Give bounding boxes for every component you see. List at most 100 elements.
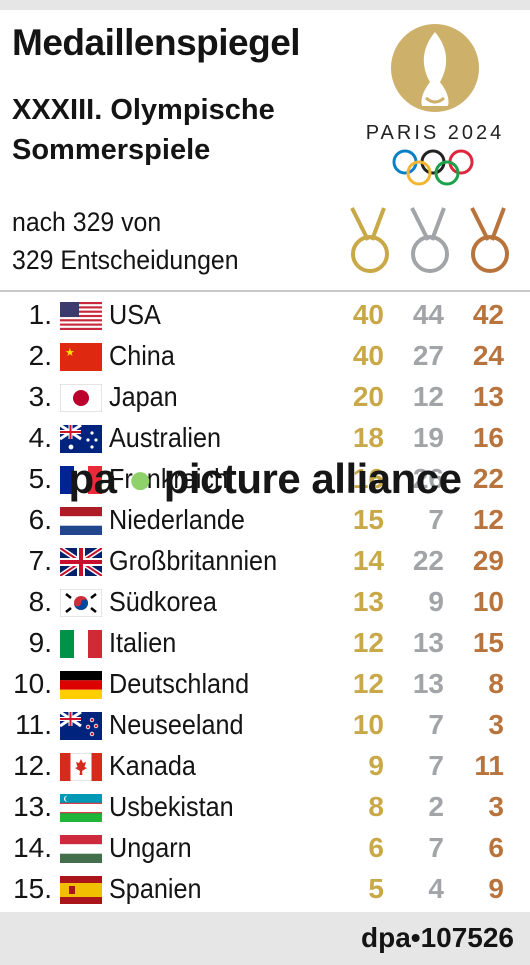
silver-count: 7 — [428, 750, 444, 781]
gold-count: 13 — [352, 586, 384, 617]
bronze-count: 13 — [472, 381, 504, 412]
table-row: 15. Spanien 5 4 9 — [0, 869, 530, 910]
table-row: 2. ★ China 40 27 24 — [0, 336, 530, 377]
uk-flag — [60, 548, 102, 576]
spain-flag — [60, 876, 102, 904]
medal-table: 1. USA 40 44 42 2. ★ China 40 27 24 3. Japan 20 12 13 4.… — [0, 295, 530, 910]
rank: 12. — [13, 750, 52, 781]
silver-count: 19 — [412, 422, 444, 453]
country-name: Australien — [109, 422, 222, 453]
bronze-count: 24 — [472, 340, 504, 371]
rank: 9. — [28, 627, 52, 658]
table-row: 13. Usbekistan 8 2 3 — [0, 787, 530, 828]
table-row: 12. Kanada 9 7 11 — [0, 746, 530, 787]
gold-count: 14 — [352, 545, 384, 576]
country-name: Usbekistan — [109, 791, 234, 822]
note-line-2: 329 Entscheidungen — [12, 245, 239, 275]
silver-count: 27 — [412, 340, 444, 371]
silver-count: 9 — [428, 586, 444, 617]
silver-count: 22 — [412, 545, 444, 576]
gold-count: 20 — [352, 381, 384, 412]
bronze-count: 3 — [488, 709, 504, 740]
table-row: 10. Deutschland 12 13 8 — [0, 664, 530, 705]
bronze-count: 22 — [472, 463, 504, 494]
olympic-rings-icon — [392, 149, 474, 186]
svg-text:★: ★ — [65, 347, 75, 359]
table-row: 11. Neuseeland 10 7 3 — [0, 705, 530, 746]
silver-count: 7 — [428, 832, 444, 863]
rank: 3. — [28, 381, 52, 412]
rank: 1. — [28, 299, 52, 330]
bronze-count: 10 — [472, 586, 504, 617]
table-row: 3. Japan 20 12 13 — [0, 377, 530, 418]
table-row: 14. Ungarn 6 7 6 — [0, 828, 530, 869]
bronze-count: 11 — [474, 750, 504, 781]
gold-count: 6 — [368, 832, 384, 863]
country-name: Deutschland — [109, 668, 250, 699]
silver-count: 12 — [412, 381, 444, 412]
rank: 5. — [28, 463, 52, 494]
country-name: Kanada — [109, 750, 196, 781]
gold-count: 18 — [352, 422, 384, 453]
table-row: 6. Niederlande 15 7 12 — [0, 500, 530, 541]
rank: 6. — [28, 504, 52, 535]
subtitle-line-1: XXXIII. Olympische — [12, 94, 275, 126]
country-name: Südkorea — [109, 586, 217, 617]
country-name: Großbritannien — [109, 545, 278, 576]
rank: 4. — [28, 422, 52, 453]
page-subtitle: XXXIII. Olympische Sommerspiele — [12, 90, 372, 170]
silver-medal-icon — [410, 207, 449, 273]
gold-count: 15 — [352, 504, 384, 535]
bronze-count: 8 — [488, 668, 504, 699]
note-line-1: nach 329 von — [12, 207, 162, 237]
logo-flame-face — [421, 32, 449, 106]
rank: 15. — [13, 873, 52, 904]
decisions-note: nach 329 von 329 Entscheidungen — [12, 203, 239, 279]
bronze-count: 29 — [472, 545, 504, 576]
country-name: Italien — [109, 627, 177, 658]
silver-count: 44 — [412, 299, 444, 330]
canada-flag — [60, 753, 102, 781]
footer-bar: dpa•107526 — [0, 912, 530, 965]
silver-count: 2 — [428, 791, 444, 822]
china-flag: ★ — [60, 343, 102, 371]
silver-count: 13 — [412, 627, 444, 658]
rank: 13. — [13, 791, 52, 822]
gold-count: 40 — [352, 299, 384, 330]
rank: 2. — [28, 340, 52, 371]
subtitle-line-2: Sommerspiele — [12, 134, 211, 166]
germany-flag — [60, 671, 102, 699]
table-row: 8. Südkorea 13 9 10 — [0, 582, 530, 623]
table-row: 4. Australien 18 19 16 — [0, 418, 530, 459]
silver-count: 13 — [412, 668, 444, 699]
us-flag — [60, 302, 102, 330]
bronze-count: 42 — [472, 299, 504, 330]
table-row: 5. Frankreich 16 26 22 — [0, 459, 530, 500]
gold-count: 10 — [352, 709, 384, 740]
bronze-count: 12 — [472, 504, 504, 535]
top-bar — [0, 0, 530, 10]
gold-count: 8 — [368, 791, 384, 822]
paris-2024-logo: PARIS 2024 — [366, 24, 505, 186]
gold-count: 9 — [368, 750, 384, 781]
france-flag — [60, 466, 102, 494]
silver-count: 7 — [428, 504, 444, 535]
dpa-credit: dpa•107526 — [360, 922, 514, 953]
gold-medal-icon — [350, 207, 389, 273]
rank: 7. — [28, 545, 52, 576]
gold-count: 12 — [352, 668, 384, 699]
rank: 8. — [28, 586, 52, 617]
logo-text: PARIS 2024 — [366, 122, 505, 144]
bronze-count: 15 — [472, 627, 504, 658]
page-title: Medaillenspiegel — [12, 22, 301, 63]
italy-flag — [60, 630, 102, 658]
silver-count: 7 — [428, 709, 444, 740]
medal-column-headers — [350, 207, 509, 273]
country-name: USA — [109, 299, 161, 330]
rank: 11. — [15, 709, 52, 740]
country-name: Japan — [109, 381, 178, 412]
bronze-count: 16 — [472, 422, 504, 453]
bronze-count: 3 — [488, 791, 504, 822]
south-korea-flag — [60, 589, 102, 617]
uzbekistan-flag — [60, 794, 102, 822]
